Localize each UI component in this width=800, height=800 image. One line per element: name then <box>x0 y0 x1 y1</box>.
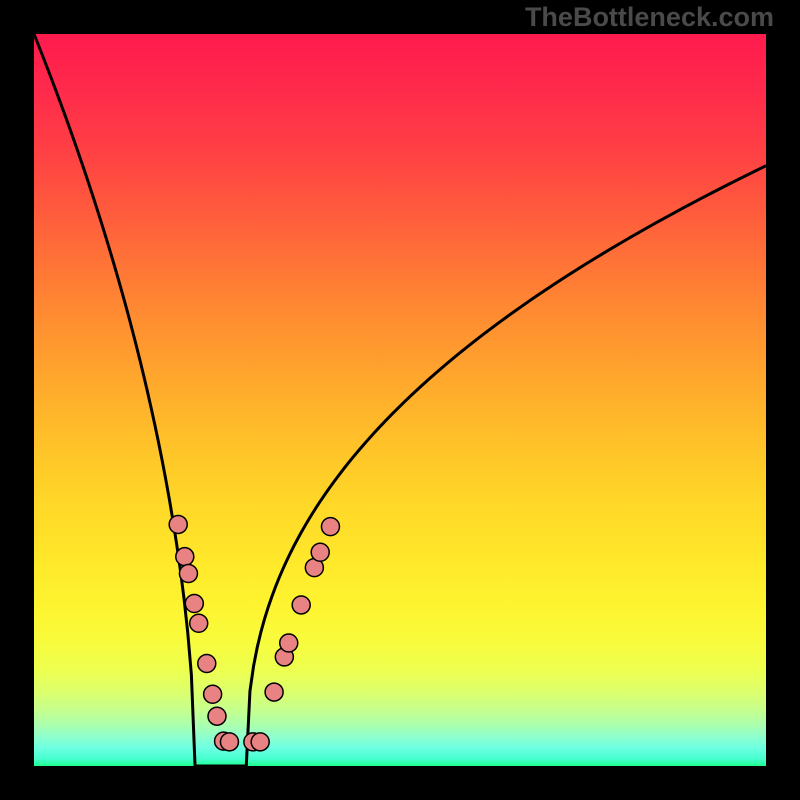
data-marker <box>179 564 197 582</box>
chart-container: TheBottleneck.com <box>0 0 800 800</box>
data-marker <box>176 548 194 566</box>
data-marker <box>185 595 203 613</box>
data-markers <box>169 515 339 750</box>
data-marker <box>265 683 283 701</box>
data-marker <box>204 685 222 703</box>
data-marker <box>190 614 208 632</box>
data-marker <box>292 596 310 614</box>
data-marker <box>251 733 269 751</box>
watermark-text: TheBottleneck.com <box>525 2 774 33</box>
data-marker <box>169 515 187 533</box>
plot-area <box>34 34 766 766</box>
data-marker <box>208 707 226 725</box>
data-marker <box>198 655 216 673</box>
curve-layer <box>34 34 766 766</box>
data-marker <box>220 733 238 751</box>
bottleneck-curve <box>34 34 766 766</box>
data-marker <box>311 543 329 561</box>
data-marker <box>321 518 339 536</box>
data-marker <box>280 634 298 652</box>
